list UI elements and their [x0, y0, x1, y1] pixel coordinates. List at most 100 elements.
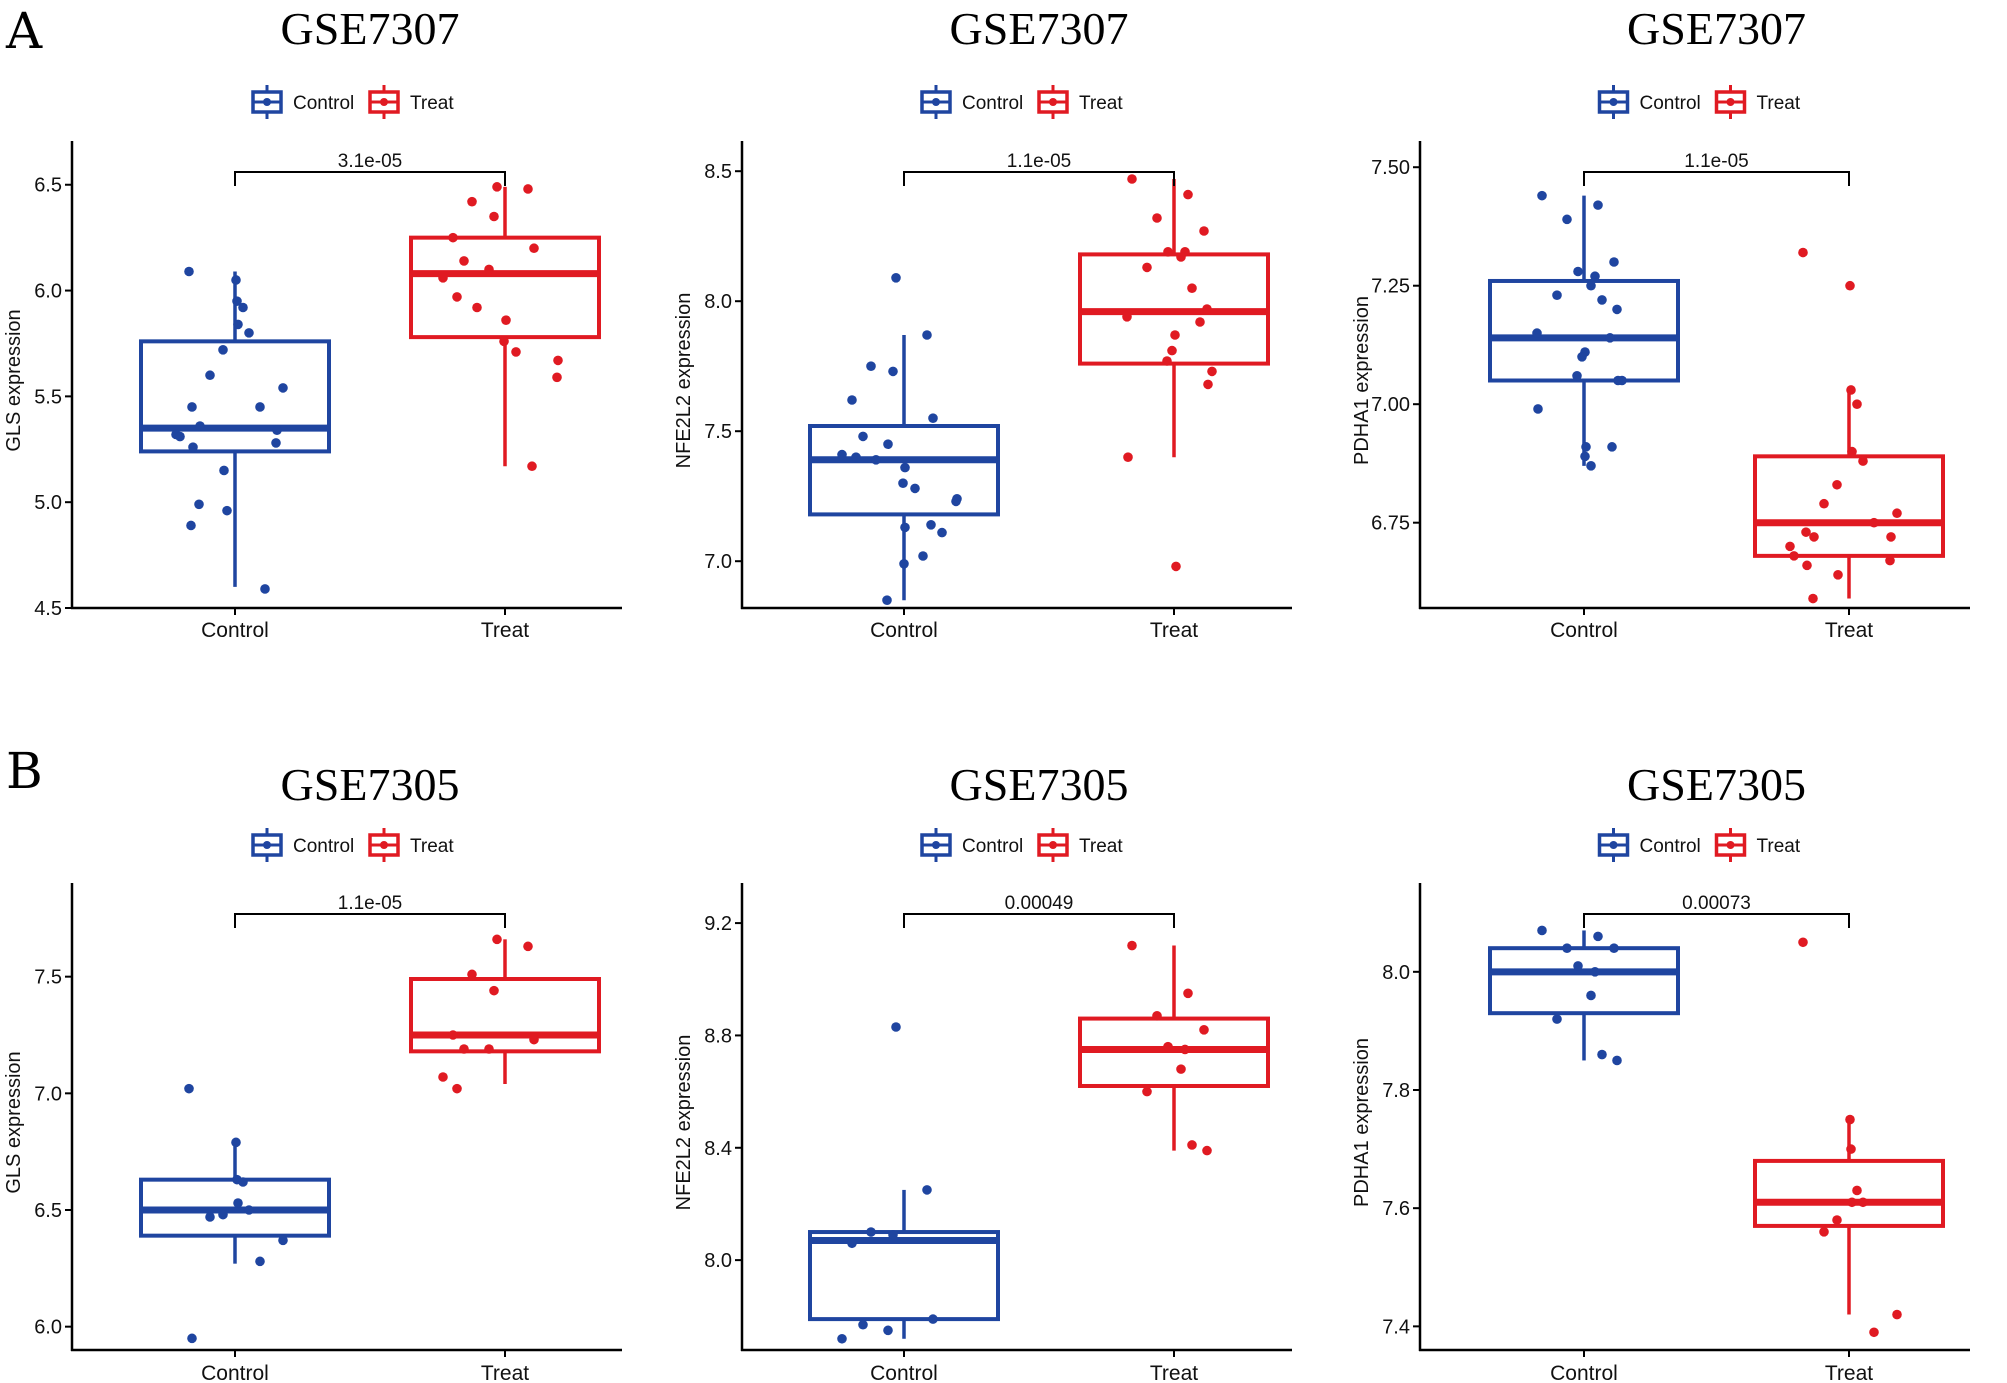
data-point: [255, 1256, 265, 1267]
data-point: [492, 182, 502, 192]
data-point: [1798, 247, 1808, 258]
data-point: [484, 264, 494, 275]
box-control: [1488, 195, 1680, 466]
data-point: [1613, 375, 1623, 386]
y-axis-label: NFE2L2 expression: [673, 1035, 695, 1211]
legend-dot: [1726, 98, 1735, 106]
data-point: [898, 478, 908, 489]
legend-key-control: [920, 85, 952, 119]
data-point: [1609, 257, 1619, 267]
iqr-box: [808, 424, 1000, 517]
legend: Control Treat: [1597, 828, 1801, 862]
data-point: [1586, 461, 1596, 471]
data-point: [1892, 1309, 1902, 1320]
data-point: [1537, 925, 1547, 936]
y-tick-label: 6.5: [34, 175, 62, 197]
data-point: [1581, 442, 1591, 452]
data-point: [511, 347, 521, 357]
data-point: [222, 505, 232, 516]
data-point: [1152, 1010, 1162, 1021]
data-point: [837, 1333, 847, 1344]
data-point: [1852, 399, 1862, 409]
data-point: [1869, 517, 1879, 528]
data-point: [847, 1238, 857, 1249]
y-tick-label: 7.5: [704, 421, 732, 443]
legend-key-treat: [1037, 828, 1069, 862]
legend-label: Control: [1640, 836, 1701, 857]
legend-dot: [263, 841, 271, 849]
data-point: [233, 319, 243, 330]
data-point: [1612, 304, 1622, 315]
y-tick-label: 7.00: [1371, 394, 1410, 416]
legend-label: Control: [1640, 93, 1701, 114]
data-point: [1586, 990, 1596, 1001]
data-point: [238, 1177, 248, 1187]
data-point: [837, 449, 847, 460]
data-point: [529, 1034, 539, 1045]
legend-label: Treat: [1757, 836, 1801, 857]
x-tick-label-control: Control: [870, 1362, 938, 1383]
data-point: [1187, 283, 1197, 294]
legend-dot: [932, 841, 940, 849]
legend-key-treat: [368, 85, 400, 119]
x-tick-label-treat: Treat: [1825, 619, 1873, 642]
y-tick-label: 8.0: [1382, 962, 1410, 984]
box-control: [1488, 930, 1680, 1061]
points-treat: [438, 182, 563, 472]
data-point: [1846, 385, 1856, 395]
data-point: [553, 355, 563, 366]
plot-title: GSE7307: [1627, 3, 1806, 54]
legend-dot: [1609, 841, 1618, 849]
x-tick-label-control: Control: [870, 619, 938, 642]
data-point: [499, 336, 509, 347]
legend-dot: [1609, 98, 1618, 106]
data-point: [1580, 451, 1590, 462]
y-tick-label: 8.8: [704, 1025, 732, 1047]
data-point: [1562, 943, 1572, 953]
data-point: [888, 1230, 898, 1240]
legend-item-control: Control: [920, 85, 1023, 119]
data-point: [1819, 498, 1829, 509]
data-point: [232, 296, 242, 306]
legend: Control Treat: [920, 828, 1123, 862]
data-point: [1573, 266, 1583, 277]
legend-item-treat: Treat: [1714, 828, 1801, 862]
data-point: [1202, 304, 1212, 314]
data-point: [1170, 330, 1180, 340]
data-point: [1122, 312, 1132, 322]
legend-key-treat: [1714, 85, 1747, 119]
data-point: [231, 1137, 241, 1148]
data-point: [529, 243, 539, 254]
legend-item-treat: Treat: [368, 85, 454, 119]
y-axis-label: GLS expression: [3, 309, 25, 451]
y-tick-label: 7.50: [1371, 157, 1410, 179]
data-point: [1167, 345, 1177, 356]
data-point: [1832, 1215, 1842, 1225]
data-point: [184, 1083, 194, 1094]
y-tick-label: 7.0: [34, 1083, 62, 1105]
data-point: [1202, 1145, 1212, 1156]
legend-item-control: Control: [251, 85, 354, 119]
data-point: [891, 1022, 901, 1032]
legend-label: Control: [962, 836, 1023, 857]
data-point: [900, 522, 910, 533]
y-tick-label: 6.5: [34, 1200, 62, 1222]
legend-dot: [380, 98, 388, 106]
iqr-box: [1753, 1158, 1945, 1228]
y-axis-label: NFE2L2 expression: [673, 293, 695, 469]
data-point: [1612, 1055, 1622, 1066]
data-point: [1798, 937, 1808, 948]
data-point: [1552, 1014, 1562, 1024]
data-point: [1142, 262, 1152, 273]
data-point: [1846, 1144, 1856, 1154]
data-point: [1885, 555, 1895, 566]
data-point: [858, 1319, 868, 1330]
legend-dot: [1049, 841, 1057, 849]
y-tick-label: 7.25: [1371, 276, 1410, 298]
legend-key-control: [1597, 85, 1630, 119]
box-control: [808, 1189, 1000, 1339]
data-point: [1607, 442, 1617, 452]
data-point: [218, 345, 228, 355]
p-value-label: 0.00073: [1682, 893, 1751, 914]
data-point: [1162, 356, 1172, 366]
